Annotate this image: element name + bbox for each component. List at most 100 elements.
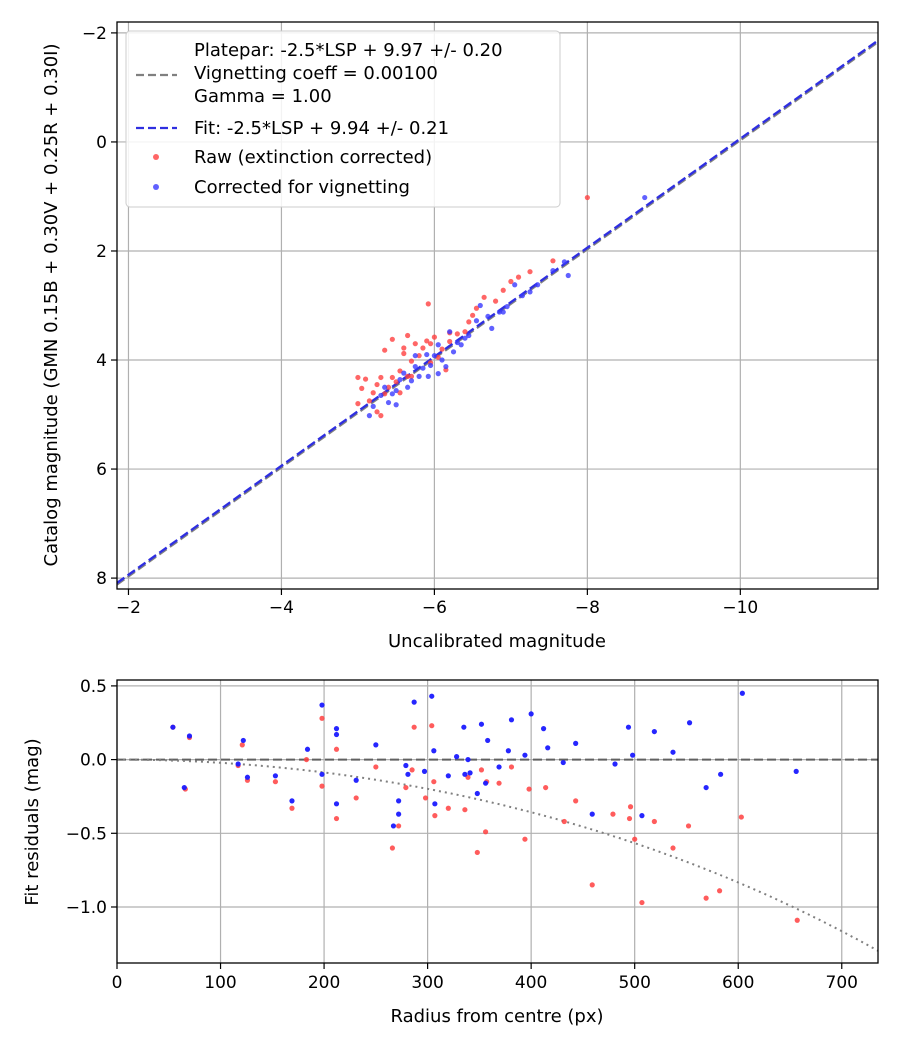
residual-raw-point	[474, 849, 480, 856]
corrected-point	[550, 268, 556, 274]
raw-point	[408, 358, 415, 364]
bottom-y-tick-label: 0.5	[80, 677, 107, 697]
residual-raw-point	[610, 811, 616, 817]
raw-point	[584, 194, 590, 201]
corrected-point	[450, 349, 457, 355]
residual-corrected-point	[319, 702, 325, 708]
vignetting-curve	[117, 758, 879, 952]
raw-point	[447, 338, 453, 345]
top-x-tick-label: −6	[422, 598, 447, 618]
legend-raw-label: Raw (extinction corrected)	[194, 147, 432, 168]
bottom-x-tick-label: 200	[308, 973, 340, 993]
corrected-point	[473, 318, 480, 324]
raw-point	[355, 374, 361, 381]
corrected-point	[496, 309, 503, 315]
residual-corrected-point	[496, 764, 502, 770]
raw-point	[397, 390, 403, 396]
corrected-point	[489, 325, 495, 331]
corrected-point	[416, 373, 422, 379]
raw-point	[408, 373, 415, 379]
corrected-point	[561, 259, 568, 265]
bottom-y-tick-label: −1.0	[66, 898, 107, 918]
residual-corrected-point	[545, 745, 551, 751]
legend-box	[125, 30, 561, 208]
raw-point	[370, 390, 376, 396]
residual-raw-point	[373, 764, 379, 770]
raw-point	[385, 384, 392, 390]
residual-raw-point	[508, 764, 515, 770]
residual-corrected-point	[505, 748, 511, 754]
bottom-x-tick-label: 100	[204, 973, 236, 993]
raw-point	[454, 331, 460, 337]
residual-corrected-point	[333, 726, 340, 732]
residual-corrected-point	[718, 771, 724, 777]
corrected-point	[370, 403, 376, 409]
residual-corrected-point	[272, 773, 279, 779]
bottom-x-tick-label: 700	[826, 973, 858, 993]
residual-corrected-point	[461, 724, 467, 730]
corrected-point	[477, 302, 483, 309]
residual-corrected-point	[373, 742, 379, 748]
raw-point	[492, 298, 499, 304]
corrected-point	[435, 371, 441, 377]
residual-raw-point	[432, 813, 438, 819]
top-x-tick-label: −2	[116, 598, 141, 618]
top-x-tick-label: −8	[575, 598, 600, 618]
corrected-point	[466, 332, 472, 339]
residual-corrected-point	[793, 768, 799, 774]
raw-point	[424, 338, 430, 344]
residual-raw-point	[396, 823, 402, 829]
residual-corrected-point	[508, 717, 515, 723]
residual-raw-point	[319, 783, 325, 789]
raw-point	[355, 401, 361, 407]
corrected-point	[397, 377, 403, 383]
residual-raw-point	[333, 746, 340, 752]
corrected-point	[485, 313, 491, 320]
corrected-point	[565, 272, 571, 279]
corrected-point	[435, 342, 441, 348]
top-y-tick-label: 4	[96, 351, 107, 371]
corrected-point	[500, 309, 506, 315]
top-y-tick-label: −2	[82, 24, 107, 44]
residual-raw-point	[543, 784, 549, 791]
raw-point	[401, 350, 407, 357]
corrected-point	[366, 413, 372, 419]
raw-point	[389, 336, 395, 342]
residual-corrected-point	[540, 726, 547, 732]
raw-point	[439, 346, 445, 352]
residual-raw-point	[411, 724, 417, 730]
corrected-point	[393, 402, 399, 408]
top-y-tick-label: 0	[96, 133, 107, 153]
legend-platepar-line3: Gamma = 1.00	[194, 86, 332, 107]
residual-corrected-point	[478, 721, 485, 727]
residual-corrected-point	[235, 761, 241, 767]
legend-raw-marker	[153, 154, 159, 160]
bottom-x-tick-label: 300	[411, 973, 443, 993]
raw-point	[382, 347, 388, 353]
residual-raw-point	[573, 798, 579, 804]
raw-point	[431, 334, 438, 340]
top-y-tick-label: 6	[96, 460, 107, 480]
raw-point	[420, 345, 426, 351]
residual-raw-point	[333, 815, 340, 822]
legend-corrected-marker	[153, 184, 159, 190]
residual-corrected-point	[686, 720, 693, 726]
residual-raw-point	[794, 917, 800, 923]
corrected-point	[512, 282, 518, 288]
corrected-point	[447, 329, 453, 335]
residual-raw-point	[403, 784, 409, 791]
bottom-x-tick-label: 400	[515, 973, 547, 993]
residual-corrected-point	[181, 784, 187, 791]
raw-point	[427, 341, 434, 347]
top-axes-frame	[116, 21, 879, 590]
bottom-y-axis-label: Fit residuals (mag)	[22, 738, 43, 905]
corrected-point	[425, 373, 431, 379]
residual-corrected-point	[528, 711, 534, 717]
residual-corrected-point	[474, 790, 480, 797]
top-x-tick-label: −10	[722, 598, 758, 618]
residual-corrected-point	[403, 762, 409, 769]
residual-corrected-point	[244, 774, 251, 780]
raw-point	[515, 274, 522, 280]
residual-raw-point	[422, 795, 429, 801]
residual-raw-point	[478, 767, 485, 773]
